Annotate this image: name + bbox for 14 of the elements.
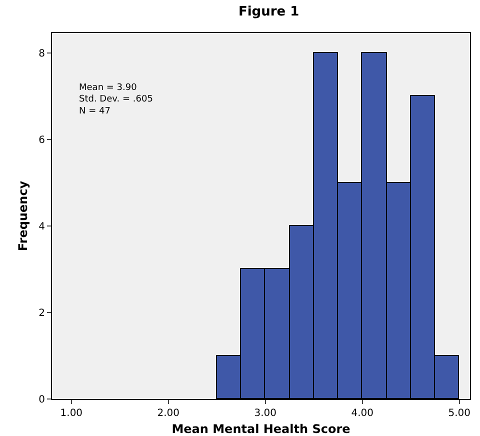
y-axis-title: Frequency bbox=[16, 180, 30, 252]
x-tick-label: 1.00 bbox=[60, 408, 83, 419]
x-axis-title: Mean Mental Health Score bbox=[172, 422, 350, 436]
x-tick-label: 5.00 bbox=[448, 408, 470, 419]
y-tick-label: 0 bbox=[38, 394, 45, 406]
x-tick-label: 4.00 bbox=[351, 408, 374, 419]
y-tick-label: 2 bbox=[38, 308, 45, 319]
x-tick-label: 2.00 bbox=[157, 408, 180, 419]
y-tick-label: 8 bbox=[38, 48, 45, 60]
x-tick-label: 3.00 bbox=[254, 408, 276, 419]
chart-title: Figure 1 bbox=[238, 4, 300, 20]
annotation: Mean = 3.90 Std. Dev. = .605 N = 47 bbox=[79, 83, 153, 116]
y-tick-label: 6 bbox=[38, 134, 45, 146]
y-tick-label: 4 bbox=[38, 221, 45, 232]
